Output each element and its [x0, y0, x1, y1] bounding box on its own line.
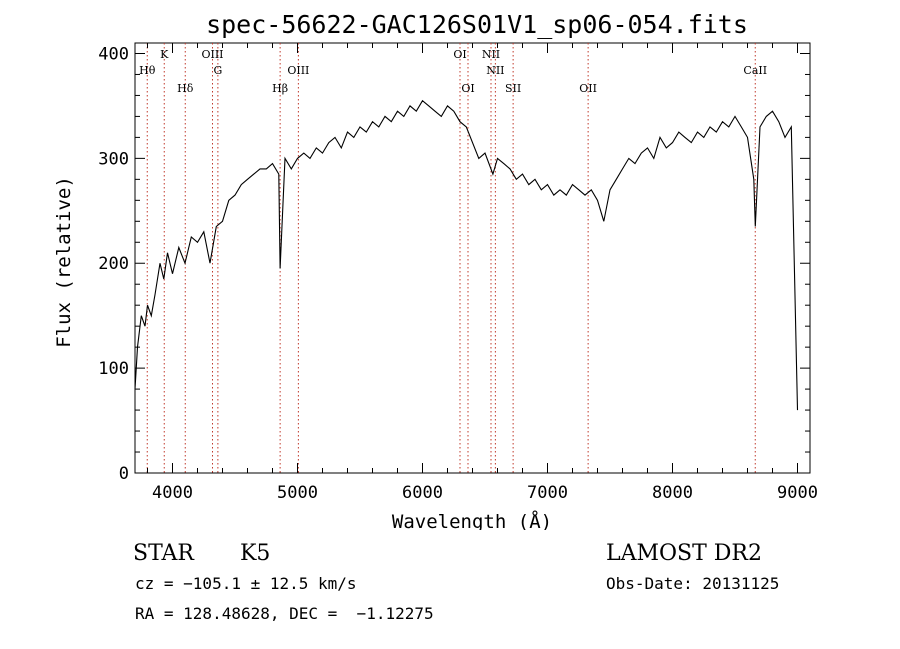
spectral-line-label: G [213, 64, 222, 77]
spectrum-series-line [134, 99, 799, 411]
spectral-line-label: NII [486, 64, 504, 77]
spectral-line-label: Hδ [177, 82, 194, 95]
x-axis-ticks: 4000 5000 6000 7000 8000 9000 [147, 43, 818, 503]
x-tick-label: 7000 [527, 483, 568, 503]
y-tick-label: 0 [119, 464, 129, 484]
spectrum-chart: spec-56622-GAC126S01V1_sp06-054.fits Hθ K… [53, 10, 818, 530]
spectral-line-label: OIII [201, 48, 223, 61]
spectral-line-label: OI [453, 48, 466, 61]
line-markers [146, 43, 756, 473]
spectral-line-label: Hθ [139, 64, 156, 77]
x-tick-label: 9000 [777, 483, 818, 503]
chart-title: spec-56622-GAC126S01V1_sp06-054.fits [206, 10, 748, 39]
survey-name: LAMOST DR2 [606, 541, 762, 566]
y-tick-label: 400 [98, 44, 129, 64]
spectral-line-label: SII [505, 82, 521, 95]
object-subclass: K5 [240, 541, 271, 566]
plot-frame [134, 42, 811, 474]
spectral-line-label: Hβ [272, 82, 288, 95]
y-tick-label: 200 [98, 254, 129, 274]
y-tick-label: 100 [98, 359, 129, 379]
y-axis-ticks: 0 100 200 300 400 [98, 44, 810, 484]
spectral-line-label: OII [579, 82, 597, 95]
x-tick-label: 4000 [152, 483, 193, 503]
redshift-cz: cz = −105.1 ± 12.5 km/s [135, 574, 357, 593]
x-tick-label: 6000 [402, 483, 443, 503]
spectral-line-label: OI [461, 82, 474, 95]
object-class: STAR [133, 541, 194, 566]
sky-coordinates: RA = 128.48628, DEC = −1.12275 [135, 604, 434, 623]
observation-date: Obs-Date: 20131125 [606, 574, 780, 593]
spectral-line-label: OIII [287, 64, 309, 77]
x-tick-label: 8000 [652, 483, 693, 503]
plot-area [134, 42, 811, 474]
spectral-line-label: CaII [743, 64, 767, 77]
y-axis-label: Flux (relative) [53, 176, 75, 348]
spectral-line-label: K [160, 48, 169, 61]
x-tick-label: 5000 [277, 483, 318, 503]
spectral-line-label: NII [482, 48, 500, 61]
x-axis-label: Wavelength (Å) [392, 510, 552, 530]
y-tick-label: 300 [98, 149, 129, 169]
